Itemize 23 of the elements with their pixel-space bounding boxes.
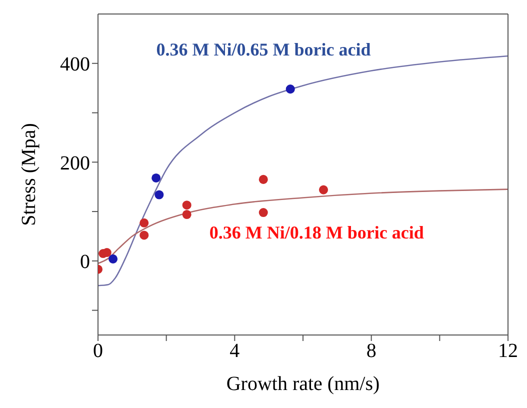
line-series <box>98 188 508 264</box>
point <box>108 254 118 264</box>
point <box>154 190 164 200</box>
point <box>258 208 268 218</box>
x-tick-label: 12 <box>498 340 518 362</box>
point <box>140 230 149 240</box>
point <box>286 84 295 94</box>
y-tick-label: 200 <box>60 152 90 174</box>
x-tick-label: 4 <box>230 340 240 362</box>
x-tick-label: 8 <box>366 340 376 362</box>
y-axis-title: Stress (Mpa) <box>18 123 40 226</box>
point <box>152 173 161 182</box>
text: 0.36 M Ni/0.65 M boric acid <box>156 40 371 60</box>
x-axis-title: Growth rate (nm/s) <box>226 373 380 395</box>
point <box>318 185 328 194</box>
point <box>182 210 192 220</box>
line-series <box>98 55 508 286</box>
point <box>258 174 268 184</box>
y-tick-label: 400 <box>60 53 90 76</box>
point <box>140 218 149 228</box>
point <box>182 200 192 210</box>
y-tick-label: 0 <box>80 251 90 274</box>
series-label: 0.36 M Ni/0.18 M boric acid <box>209 222 424 243</box>
